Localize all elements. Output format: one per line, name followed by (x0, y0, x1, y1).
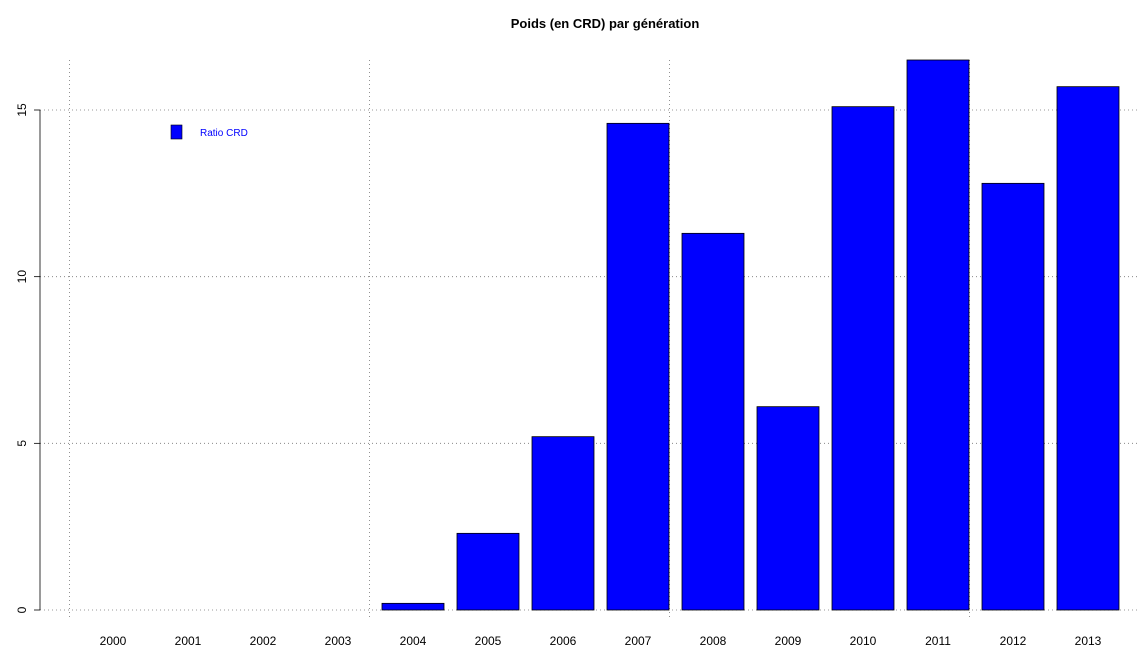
x-tick-label: 2010 (850, 634, 877, 648)
x-tick-label: 2003 (325, 634, 352, 648)
x-tick-label: 2002 (250, 634, 277, 648)
x-tick-label: 2011 (925, 634, 951, 648)
bar-2005 (456, 532, 520, 611)
x-tick-label: 2008 (700, 634, 727, 648)
bar-2010 (831, 106, 895, 611)
bar-2011 (906, 59, 970, 611)
bars-group (381, 59, 1120, 611)
x-tick-label: 2004 (400, 634, 427, 648)
y-axis: 0 5 10 15 (15, 103, 41, 613)
x-tick-label: 2000 (100, 634, 127, 648)
bar-2007 (606, 122, 670, 611)
bar-2009 (756, 406, 820, 611)
bar-2012 (981, 182, 1045, 611)
x-tick-label: 2005 (475, 634, 502, 648)
y-tick-label: 0 (15, 606, 29, 613)
chart-title: Poids (en CRD) par génération (511, 16, 700, 31)
y-tick-label: 10 (15, 270, 29, 284)
x-tick-label: 2006 (550, 634, 577, 648)
x-tick-label: 2009 (775, 634, 802, 648)
x-tick-label: 2007 (625, 634, 652, 648)
x-tick-label: 2013 (1075, 634, 1102, 648)
x-tick-label: 2001 (175, 634, 202, 648)
bar-2008 (681, 232, 745, 611)
bar-2013 (1056, 86, 1120, 611)
x-tick-label: 2012 (1000, 634, 1027, 648)
bar-2004 (381, 602, 445, 611)
legend: Ratio CRD (170, 124, 248, 140)
bar-2006 (531, 436, 595, 611)
legend-swatch (170, 124, 183, 140)
y-tick-label: 15 (15, 103, 29, 117)
y-tick-label: 5 (15, 440, 29, 447)
x-tick-labels: 2000 2001 2002 2003 2004 2005 2006 2007 2008 2009… (100, 634, 1102, 648)
legend-label: Ratio CRD (200, 128, 248, 139)
